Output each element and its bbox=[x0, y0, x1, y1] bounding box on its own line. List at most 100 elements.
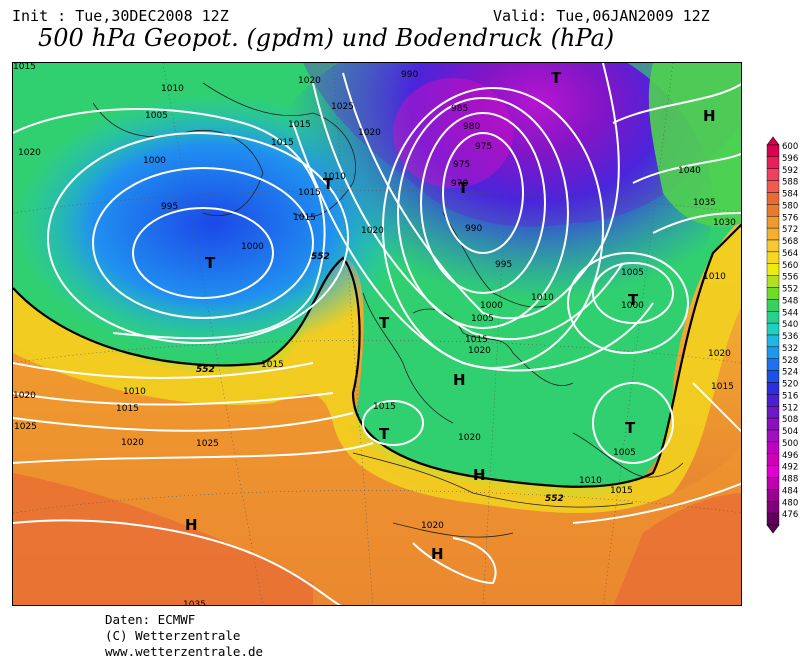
scale-swatch bbox=[766, 346, 780, 359]
scale-swatch bbox=[766, 287, 780, 300]
scale-tick-label: 488 bbox=[782, 475, 798, 485]
isobar-label: 980 bbox=[463, 122, 480, 132]
isobar-label: 1015 bbox=[298, 188, 321, 198]
isobar-label: 1015 bbox=[13, 63, 36, 72]
isobar-label: 1000 bbox=[621, 301, 644, 311]
scale-tick-label: 544 bbox=[782, 308, 798, 318]
scale-swatch bbox=[766, 429, 780, 443]
isobar-label: 1015 bbox=[610, 486, 633, 496]
scale-swatch bbox=[766, 311, 780, 324]
scale-tick-label: 524 bbox=[782, 368, 798, 378]
scale-swatch bbox=[766, 441, 780, 454]
isobar-label: 1010 bbox=[161, 84, 184, 94]
isobar-label: 1010 bbox=[703, 272, 726, 282]
scale-tick-label: 532 bbox=[782, 344, 798, 354]
low-marker: T bbox=[323, 175, 334, 193]
high-marker: H bbox=[431, 545, 444, 563]
isobar-label: 1005 bbox=[471, 314, 494, 324]
isobar-label: 995 bbox=[161, 202, 178, 212]
isobar-label: 1010 bbox=[531, 293, 554, 303]
scale-tick-label: 540 bbox=[782, 320, 798, 330]
scale-arrow-bottom bbox=[766, 524, 780, 534]
isobar-label: 1020 bbox=[468, 346, 491, 356]
isobar-label: 1015 bbox=[288, 120, 311, 130]
credit-data-source: Daten: ECMWF bbox=[105, 612, 196, 627]
scale-tick-label: 568 bbox=[782, 237, 798, 247]
low-marker: T bbox=[551, 69, 562, 87]
low-marker: T bbox=[628, 291, 639, 309]
scale-swatch bbox=[766, 251, 780, 264]
scale-tick-label: 520 bbox=[782, 380, 798, 390]
scale-swatch bbox=[766, 334, 780, 348]
isobar-label: 1015 bbox=[271, 138, 294, 148]
low-marker: T bbox=[379, 425, 390, 443]
isobar-label: 1020 bbox=[361, 226, 384, 236]
scale-tick-label: 476 bbox=[782, 510, 798, 520]
isobar-label: 990 bbox=[401, 70, 418, 80]
isobar-label: 1030 bbox=[713, 218, 736, 228]
scale-swatch bbox=[766, 489, 780, 502]
credit-copyright: (C) Wetterzentrale bbox=[105, 628, 241, 643]
scale-tick-label: 596 bbox=[782, 154, 798, 164]
high-marker: H bbox=[453, 371, 466, 389]
scale-swatch bbox=[766, 216, 780, 229]
scale-swatch bbox=[766, 204, 780, 217]
scale-tick-label: 600 bbox=[782, 142, 798, 152]
isobar-label: 1000 bbox=[241, 242, 264, 252]
scale-tick-label: 536 bbox=[782, 332, 798, 342]
isobar-label: 1005 bbox=[145, 111, 168, 121]
isobar-label: 1020 bbox=[458, 433, 481, 443]
geopot-label: 552 bbox=[311, 252, 330, 262]
scale-tick-label: 484 bbox=[782, 486, 798, 496]
scale-swatch bbox=[766, 512, 780, 526]
scale-swatch bbox=[766, 370, 780, 383]
scale-swatch bbox=[766, 477, 780, 490]
scale-swatch bbox=[766, 406, 780, 419]
isobar-label: 1015 bbox=[116, 404, 139, 414]
credits: Daten: ECMWF (C) Wetterzentrale www.wett… bbox=[105, 612, 263, 660]
scale-swatch bbox=[766, 180, 780, 193]
scale-swatch bbox=[766, 239, 780, 253]
isobar-label: 990 bbox=[465, 224, 482, 234]
chart-title: 500 hPa Geopot. (gpdm) und Bodendruck (h… bbox=[38, 24, 615, 52]
isobar-label: 1025 bbox=[196, 439, 219, 449]
isobar-label: 1025 bbox=[331, 102, 354, 112]
scale-swatch bbox=[766, 394, 780, 407]
isobar-label: 1015 bbox=[293, 213, 316, 223]
scale-tick-label: 572 bbox=[782, 225, 798, 235]
scale-tick-label: 564 bbox=[782, 249, 798, 259]
scale-tick-label: 516 bbox=[782, 391, 798, 401]
scale-swatch bbox=[766, 144, 780, 158]
isobar-label: 1000 bbox=[143, 156, 166, 166]
scale-swatch bbox=[766, 227, 780, 241]
isobar-label: 995 bbox=[495, 260, 512, 270]
scale-swatch bbox=[766, 263, 780, 276]
scale-swatch bbox=[766, 192, 780, 205]
isobar-label: 1035 bbox=[693, 198, 716, 208]
scale-tick-label: 584 bbox=[782, 190, 798, 200]
weather-map: 1015 1020 1010 1005 1000 995 1010 1015 1… bbox=[12, 62, 742, 606]
isobar-label: 1020 bbox=[121, 438, 144, 448]
isobar-label: 1015 bbox=[465, 335, 488, 345]
scale-swatch bbox=[766, 465, 780, 478]
scale-tick-label: 512 bbox=[782, 403, 798, 413]
scale-arrow-top bbox=[766, 136, 780, 146]
low-marker: T bbox=[379, 314, 390, 332]
scale-tick-label: 492 bbox=[782, 463, 798, 473]
scale-tick-label: 548 bbox=[782, 296, 798, 306]
scale-tick-label: 480 bbox=[782, 498, 798, 508]
isobar-label: 970 bbox=[451, 179, 468, 189]
credit-url[interactable]: www.wetterzentrale.de bbox=[105, 644, 264, 659]
scale-swatch bbox=[766, 299, 780, 312]
high-marker: H bbox=[185, 516, 198, 534]
isobar-label: 1035 bbox=[183, 600, 206, 606]
low-marker: T bbox=[625, 419, 636, 437]
isobar-label: 1005 bbox=[613, 448, 636, 458]
scale-swatch bbox=[766, 156, 780, 169]
isobar-label: 1020 bbox=[298, 76, 321, 86]
scale-tick-label: 576 bbox=[782, 213, 798, 223]
isobar-label: 1015 bbox=[261, 360, 284, 370]
scale-tick-label: 504 bbox=[782, 427, 798, 437]
scale-tick-label: 496 bbox=[782, 451, 798, 461]
high-marker: H bbox=[703, 107, 716, 125]
